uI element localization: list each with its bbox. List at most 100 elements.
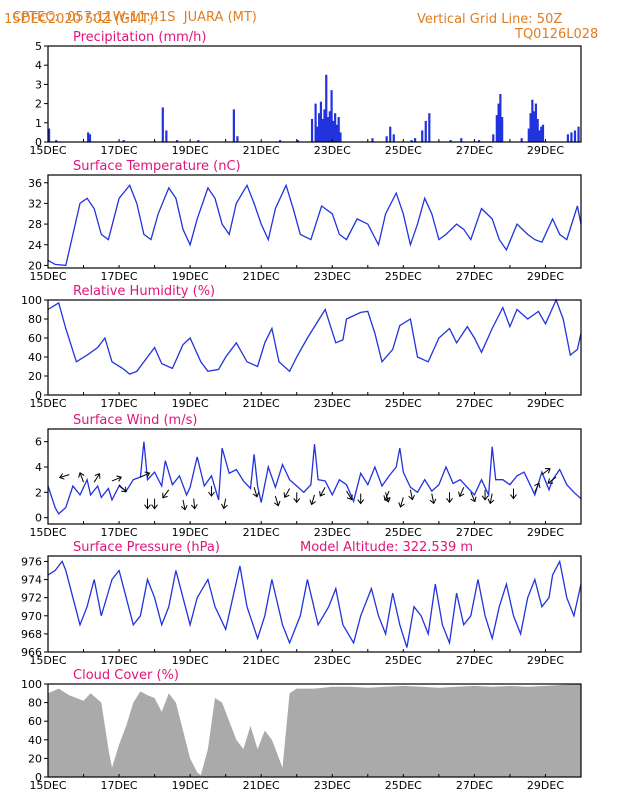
precip-xtick-label: 17DEC bbox=[101, 144, 138, 157]
precip-bar bbox=[492, 134, 495, 142]
cloud-xtick-label: 23DEC bbox=[314, 779, 351, 792]
precip-bar bbox=[337, 117, 340, 142]
pres-xtick-label: 25DEC bbox=[385, 654, 422, 667]
wind-arrow-head bbox=[319, 490, 326, 497]
precip-bar bbox=[371, 138, 374, 142]
precip-bar bbox=[495, 115, 498, 142]
precip-bar bbox=[536, 118, 539, 142]
wind-arrow-head bbox=[357, 499, 365, 505]
precip-bar bbox=[328, 111, 331, 142]
wind-arrow-head bbox=[534, 482, 541, 489]
wind-arrow-shaft bbox=[470, 492, 476, 502]
precip-bar bbox=[165, 130, 168, 142]
precip-xtick-label: 15DEC bbox=[29, 144, 66, 157]
cloud-title: Cloud Cover (%) bbox=[73, 668, 179, 683]
precip-frame bbox=[47, 45, 582, 143]
wind-arrow-head bbox=[398, 502, 405, 508]
pres-ytick-label: 972 bbox=[21, 592, 42, 605]
precip-bar bbox=[428, 113, 431, 142]
cloud-xtick-label: 19DEC bbox=[172, 779, 209, 792]
cloud-xtick-label: 25DEC bbox=[385, 779, 422, 792]
rh-ytick-label: 60 bbox=[28, 332, 42, 345]
precip-bar bbox=[497, 103, 500, 142]
temp-xtick-label: 23DEC bbox=[314, 270, 351, 283]
precip-bar bbox=[385, 136, 388, 142]
wind-arrow-head bbox=[408, 494, 416, 501]
precip-bar bbox=[577, 126, 580, 142]
temp-series-line bbox=[47, 183, 582, 267]
cloud-ytick-label: 80 bbox=[28, 697, 42, 710]
temp-frame bbox=[47, 174, 582, 269]
precip-bar bbox=[533, 111, 536, 142]
rh-frame bbox=[47, 299, 582, 396]
wind-arrow-shaft bbox=[193, 498, 196, 509]
wind-arrow-shaft bbox=[547, 476, 557, 484]
wind-xtick-label: 19DEC bbox=[172, 526, 209, 539]
precip-bar bbox=[573, 130, 577, 142]
cloud-xtick-label: 29DEC bbox=[527, 779, 564, 792]
precip-xtick-label: 29DEC bbox=[527, 144, 564, 157]
rh-xtick-label: 23DEC bbox=[314, 397, 351, 410]
wind-arrow-shaft bbox=[182, 499, 186, 510]
cloud-xtick-label: 27DEC bbox=[456, 779, 493, 792]
wind-arrow-shaft bbox=[274, 495, 279, 506]
precip-bar bbox=[477, 140, 481, 142]
precip-bar bbox=[332, 120, 335, 142]
precip-bar bbox=[314, 103, 317, 142]
wind-xtick-label: 23DEC bbox=[314, 526, 351, 539]
wind-arrow-shaft bbox=[489, 493, 493, 504]
rh-xtick-label: 19DEC bbox=[172, 397, 209, 410]
wind-series-line bbox=[47, 441, 582, 515]
wind-arrow-shaft bbox=[346, 490, 353, 500]
pres-ytick-label: 968 bbox=[21, 628, 42, 641]
precip-bar bbox=[175, 140, 179, 142]
precip-bar bbox=[449, 140, 452, 142]
wind-arrow-shaft bbox=[79, 472, 85, 483]
pres-frame bbox=[47, 555, 582, 653]
temp-xtick-label: 25DEC bbox=[385, 270, 422, 283]
wind-arrow-head bbox=[144, 504, 151, 510]
precip-xtick-label: 23DEC bbox=[314, 144, 351, 157]
wind-arrow-shaft bbox=[319, 487, 326, 497]
wind-ytick-label: 2 bbox=[35, 486, 42, 499]
rh-ytick-label: 0 bbox=[35, 389, 42, 402]
precip-ytick-label: 0 bbox=[35, 136, 42, 149]
precip-bar bbox=[499, 94, 502, 142]
wind-arrow-head bbox=[309, 499, 316, 506]
temp-xtick-label: 15DEC bbox=[29, 270, 66, 283]
rh-xtick-label: 27DEC bbox=[456, 397, 493, 410]
wind-arrow-shaft bbox=[59, 474, 70, 478]
precip-bar bbox=[48, 128, 51, 142]
rh-xtick-label: 21DEC bbox=[243, 397, 280, 410]
wind-arrow-head bbox=[293, 498, 301, 504]
header-grid-note: Vertical Grid Line: 50Z bbox=[417, 12, 563, 27]
precip-bar bbox=[531, 99, 534, 142]
precip-bar bbox=[321, 118, 324, 142]
wind-arrow-head bbox=[121, 486, 127, 493]
wind-arrow-head bbox=[162, 492, 168, 499]
pres-xtick-label: 17DEC bbox=[101, 654, 138, 667]
wind-arrow-head bbox=[283, 492, 290, 499]
precip-bar bbox=[534, 103, 538, 142]
wind-arrow-shaft bbox=[384, 490, 390, 501]
temp-ytick-label: 20 bbox=[28, 259, 42, 272]
pres-xtick-label: 21DEC bbox=[243, 654, 280, 667]
wind-arrow-head bbox=[446, 498, 453, 504]
wind-arrow-shaft bbox=[409, 489, 413, 500]
precip-bar bbox=[296, 140, 299, 142]
wind-xtick-label: 17DEC bbox=[101, 526, 138, 539]
header-location: JUARA (MT) bbox=[183, 10, 257, 25]
precip-bar bbox=[197, 140, 200, 142]
rh-title: Relative Humidity (%) bbox=[73, 284, 215, 299]
temp-title: Surface Temperature (nC) bbox=[73, 159, 241, 174]
wind-xtick-label: 21DEC bbox=[243, 526, 280, 539]
precip-bar bbox=[330, 90, 333, 142]
precip-bar bbox=[236, 136, 239, 142]
wind-arrow-shaft bbox=[399, 497, 404, 508]
precip-xtick-label: 27DEC bbox=[456, 144, 493, 157]
wind-arrow-shaft bbox=[459, 487, 465, 497]
rh-ytick-label: 20 bbox=[28, 370, 42, 383]
wind-arrow-head bbox=[252, 491, 260, 498]
precip-bar bbox=[424, 120, 427, 142]
precip-bar bbox=[529, 113, 532, 142]
